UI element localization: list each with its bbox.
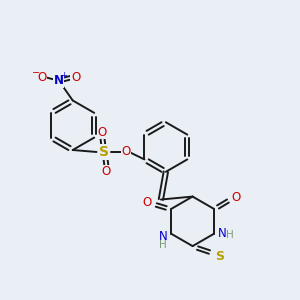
- Text: H: H: [226, 230, 234, 240]
- Text: O: O: [102, 165, 111, 178]
- Text: H: H: [159, 240, 167, 250]
- Text: S: S: [215, 250, 224, 262]
- Text: O: O: [98, 126, 107, 139]
- Text: O: O: [71, 71, 80, 84]
- Text: S: S: [99, 145, 110, 159]
- Text: +: +: [60, 71, 67, 80]
- Text: N: N: [159, 230, 168, 243]
- Text: O: O: [231, 190, 241, 204]
- Text: O: O: [38, 71, 46, 84]
- Text: N: N: [218, 227, 226, 240]
- Text: N: N: [54, 74, 64, 87]
- Text: −: −: [32, 68, 40, 78]
- Text: O: O: [143, 196, 152, 208]
- Text: O: O: [122, 146, 131, 158]
